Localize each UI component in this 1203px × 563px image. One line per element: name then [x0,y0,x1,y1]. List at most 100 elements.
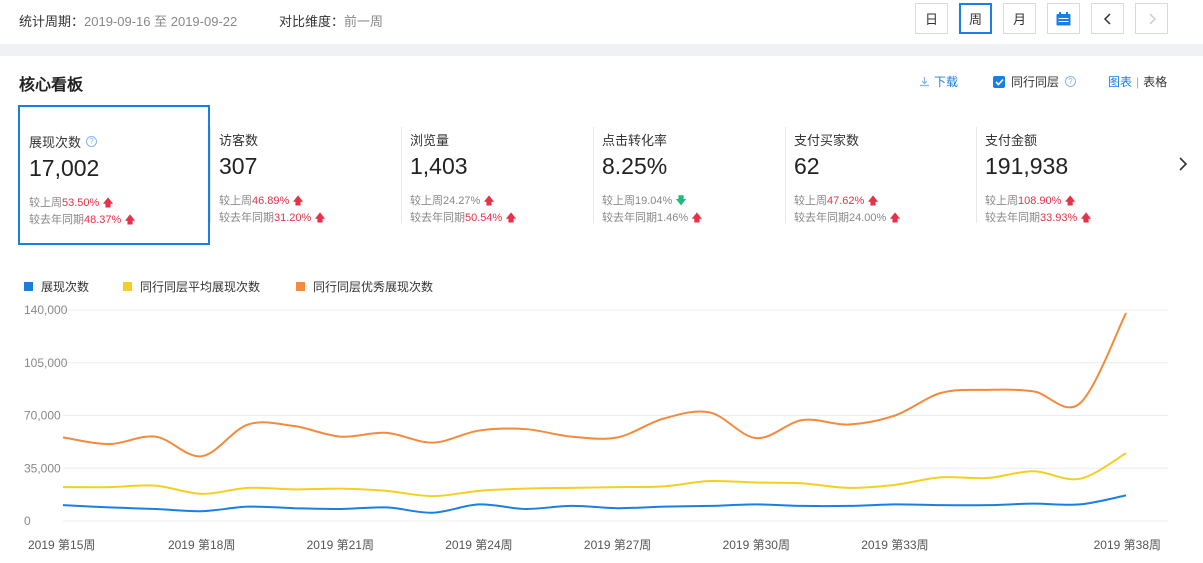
divider [785,127,786,223]
wow-value: 47.62% [827,195,865,207]
arrow-down-icon: 🡇 [675,195,687,207]
yoy-value: 24.00% [849,212,887,224]
metric-card-conversion-rate[interactable]: 点击转化率 8.25% 较上周19.04% 🡇 较去年同期1.46% 🡅 [593,105,785,245]
chevron-right-icon [1179,157,1188,171]
legend-item[interactable]: 同行同层优秀展现次数 [296,278,433,295]
metric-wow: 较上周46.89% 🡅 [219,192,304,211]
divider [210,127,211,223]
x-tick-label: 2019 第38周 [1094,538,1161,552]
next-button[interactable] [1135,3,1168,34]
metric-card-buyers[interactable]: 支付买家数 62 较上周47.62% 🡅 较去年同期24.00% 🡅 [785,105,977,245]
help-icon[interactable]: ? [86,136,98,147]
metric-name: 点击转化率 [602,133,668,148]
metrics-next-button[interactable] [1178,156,1188,177]
calendar-button[interactable] [1047,3,1080,34]
metric-card-payment-amount[interactable]: 支付金额 191,938 较上周108.90% 🡅 较去年同期33.93% 🡅 [976,105,1168,245]
table-view-link[interactable]: 表格 [1143,75,1168,89]
wow-value: 24.27% [443,195,481,207]
peer-toggle[interactable]: 同行同层 ? [993,73,1077,90]
yoy-label: 较去年同期 [29,214,84,226]
arrow-up-icon: 🡅 [691,212,703,224]
peer-checkbox[interactable] [993,75,1005,88]
metric-wow: 较上周108.90% 🡅 [985,192,1076,211]
download-label: 下载 [934,75,959,89]
download-link[interactable]: 下载 [919,73,958,90]
chart-view-link[interactable]: 图表 [1108,75,1133,89]
yoy-label: 较去年同期 [985,212,1040,224]
wow-label: 较上周 [29,197,62,209]
metric-wow: 较上周19.04% 🡇 [602,192,687,211]
wow-label: 较上周 [794,195,827,207]
arrow-up-icon: 🡅 [889,212,901,224]
x-tick-label: 2019 第21周 [307,538,374,552]
wow-value: 19.04% [635,195,673,207]
legend-swatch [24,282,33,291]
month-button[interactable]: 月 [1003,3,1036,34]
help-icon[interactable]: ? [1065,76,1077,87]
legend-label: 同行同层优秀展现次数 [313,280,434,294]
period-value: 2019-09-16 至 2019-09-22 [84,14,238,29]
divider [976,127,977,223]
line-chart: 0 35,000 70,000 105,000 140,000 2019 第15周 2019… [24,303,1168,552]
y-tick-label: 35,000 [24,461,61,475]
prev-button[interactable] [1091,3,1124,34]
metric-value: 191,938 [985,153,1069,179]
arrow-up-icon: 🡅 [867,195,879,207]
y-tick-label: 70,000 [24,409,61,423]
arrow-up-icon: 🡅 [102,197,114,209]
download-icon [920,77,929,87]
peer-label: 同行同层 [1011,75,1060,89]
metric-name: 展现次数? [29,132,98,151]
legend-swatch [123,282,132,291]
arrow-up-icon: 🡅 [292,195,304,207]
metric-yoy: 较去年同期50.54% 🡅 [410,209,517,228]
day-button[interactable]: 日 [915,3,948,34]
metric-name: 浏览量 [410,133,450,148]
x-tick-label: 2019 第15周 [28,538,95,552]
yoy-label: 较去年同期 [602,212,657,224]
legend-swatch [296,282,305,291]
chevron-right-icon [1148,12,1156,25]
metric-value: 307 [219,153,258,179]
y-tick-label: 105,000 [24,356,68,370]
x-tick-label: 2019 第30周 [723,538,790,552]
metric-wow: 较上周47.62% 🡅 [794,192,879,211]
series-line-3 [62,312,1127,458]
arrow-up-icon: 🡅 [124,214,136,226]
yoy-value: 48.37% [84,214,122,226]
period-label: 统计周期： [19,14,85,29]
arrow-up-icon: 🡅 [1064,195,1076,207]
yoy-value: 50.54% [465,212,503,224]
wow-label: 较上周 [219,195,252,207]
x-tick-label: 2019 第24周 [445,538,512,552]
metric-name: 支付金额 [985,133,1038,148]
yoy-value: 1.46% [657,212,689,224]
metric-yoy: 较去年同期1.46% 🡅 [602,209,703,228]
metric-card-visitors[interactable]: 访客数 307 较上周46.89% 🡅 较去年同期31.20% 🡅 [210,105,402,245]
metric-wow: 较上周24.27% 🡅 [410,192,495,211]
metric-yoy: 较去年同期48.37% 🡅 [29,211,136,230]
wow-value: 46.89% [252,195,290,207]
chevron-left-icon [1103,12,1111,25]
y-tick-label: 0 [24,514,31,528]
metric-value: 1,403 [410,153,468,179]
legend-item[interactable]: 同行同层平均展现次数 [123,278,260,295]
core-dashboard-panel: 核心看板 下载 同行同层 ? 图表 | 表格 展现次数? 17,002 较上周53.… [0,56,1203,563]
check-icon [994,78,1004,86]
metric-card-impressions[interactable]: 展现次数? 17,002 较上周53.50% 🡅 较去年同期48.37% 🡅 [18,105,210,245]
metric-value: 62 [794,153,820,179]
metric-yoy: 较去年同期33.93% 🡅 [985,209,1092,228]
arrow-up-icon: 🡅 [505,212,517,224]
legend-label: 展现次数 [41,280,90,294]
legend-item[interactable]: 展现次数 [24,278,89,295]
arrow-up-icon: 🡅 [1080,212,1092,224]
week-button[interactable]: 周 [959,3,992,34]
metric-value: 8.25% [602,153,668,179]
metric-yoy: 较去年同期31.20% 🡅 [219,209,326,228]
arrow-up-icon: 🡅 [314,212,326,224]
metric-card-pageviews[interactable]: 浏览量 1,403 较上周24.27% 🡅 较去年同期50.54% 🡅 [401,105,593,245]
legend-label: 同行同层平均展现次数 [140,280,261,294]
metric-wow: 较上周53.50% 🡅 [29,194,114,213]
yoy-value: 33.93% [1040,212,1078,224]
x-tick-label: 2019 第18周 [168,538,235,552]
